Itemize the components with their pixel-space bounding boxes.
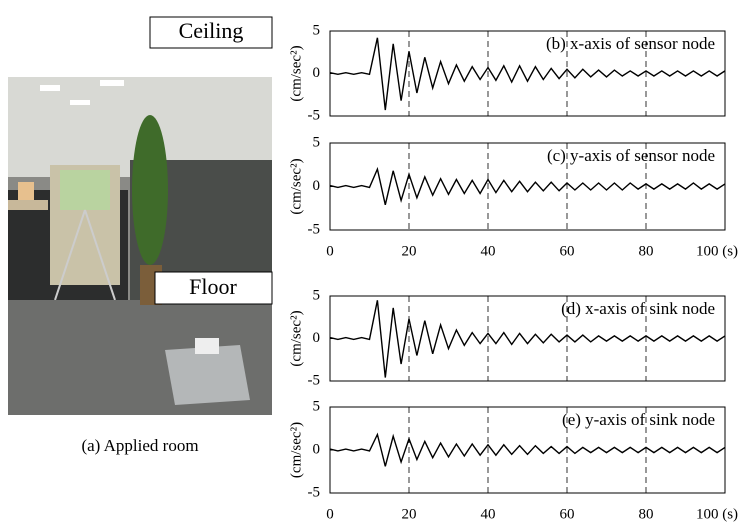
panel-title: (d) x-axis of sink node	[561, 299, 715, 318]
y-tick-label: -5	[308, 372, 321, 388]
room-photo	[8, 77, 272, 415]
panel-title: (b) x-axis of sensor node	[546, 34, 715, 53]
x-tick-label: 60	[560, 243, 575, 259]
x-tick-label: 0	[326, 506, 334, 522]
x-tick-label: 40	[481, 506, 496, 522]
y-tick-label: -5	[308, 107, 321, 123]
x-tick-label: 40	[481, 243, 496, 259]
x-tick-label: 20	[402, 506, 417, 522]
x-tick-label: 80	[639, 506, 654, 522]
y-tick-label: 5	[313, 287, 321, 303]
x-tick-label: 0	[326, 243, 334, 259]
floor-label: Floor	[189, 274, 237, 299]
photo-caption: (a) Applied room	[81, 436, 198, 455]
y-tick-label: -5	[308, 221, 321, 237]
figure: Ceiling Floor (a) Applied room -5 0 5 (b) x…	[0, 0, 750, 527]
panel-title: (c) y-axis of sensor node	[547, 146, 715, 165]
ceiling-label: Ceiling	[179, 18, 244, 43]
x-tick-label: 20	[402, 243, 417, 259]
x-tick-label: 80	[639, 243, 654, 259]
x-tick-label: 100 (s)	[696, 506, 738, 522]
waveform	[330, 435, 725, 467]
panel-title: (e) y-axis of sink node	[562, 410, 715, 429]
y-tick-label: 0	[313, 330, 321, 346]
x-tick-label: 60	[560, 506, 575, 522]
x-tick-label: 100 (s)	[696, 243, 738, 259]
y-tick-label: -5	[308, 484, 321, 500]
y-tick-label: 0	[313, 65, 321, 81]
y-tick-label: 5	[313, 22, 321, 38]
y-tick-label: 0	[313, 178, 321, 194]
y-tick-label: 0	[313, 441, 321, 457]
y-axis-label: (cm/sec²)	[288, 422, 304, 478]
y-axis-label: (cm/sec²)	[288, 45, 304, 101]
waveform	[330, 169, 725, 205]
y-axis-label: (cm/sec²)	[288, 310, 304, 366]
y-tick-label: 5	[313, 134, 321, 150]
y-axis-label: (cm/sec²)	[288, 158, 304, 214]
y-tick-label: 5	[313, 398, 321, 414]
